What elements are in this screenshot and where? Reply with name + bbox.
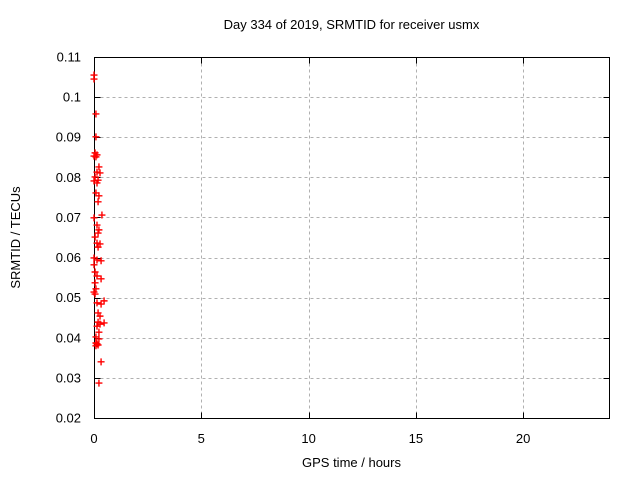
data-point [97,300,105,308]
y-tick-label: 0.02 [56,411,81,426]
data-point [91,279,99,287]
data-point [95,328,103,336]
data-point [97,275,105,283]
x-axis-label: GPS time / hours [302,455,401,470]
data-point [95,226,103,234]
y-tick-label: 0.11 [57,50,81,65]
data-point [93,322,101,330]
y-axis-label: SRMTID / TECUs [8,186,23,289]
y-tick-label: 0.06 [56,250,81,265]
data-point [100,319,108,327]
data-point [93,272,101,280]
data-point [98,211,106,219]
y-tick-label: 0.09 [56,130,81,145]
y-tick-label: 0.1 [63,90,81,105]
data-point [94,243,102,251]
data-point [96,312,104,320]
data-point [91,268,99,276]
data-point [97,257,105,265]
data-point [95,379,103,387]
data-point [90,261,98,269]
data-point [93,221,101,229]
data-point [93,256,101,264]
y-tick-label: 0.07 [56,210,81,225]
data-point [97,358,105,366]
y-tick-label: 0.08 [56,170,81,185]
chart-title: Day 334 of 2019, SRMTID for receiver usm… [223,17,480,32]
data-point [91,233,99,241]
data-point [90,75,98,83]
x-tick-label: 20 [516,431,530,446]
data-point [93,179,101,187]
data-point [91,290,99,298]
x-tick-label: 5 [198,431,205,446]
data-point [90,214,98,222]
data-point [95,163,103,171]
x-tick-label: 15 [409,431,423,446]
data-point [95,192,103,200]
data-point [92,342,100,350]
data-point [92,133,100,141]
x-tick-label: 0 [90,431,97,446]
plot-border [94,57,610,419]
data-point [92,153,100,161]
data-point [93,299,101,307]
data-point [94,229,102,237]
x-tick-label: 10 [301,431,315,446]
data-point [96,169,104,177]
y-tick-label: 0.03 [56,370,81,385]
y-tick-label: 0.05 [56,290,81,305]
data-point [92,110,100,118]
data-point [95,335,103,343]
data-point [94,198,102,206]
y-tick-label: 0.04 [56,330,81,345]
